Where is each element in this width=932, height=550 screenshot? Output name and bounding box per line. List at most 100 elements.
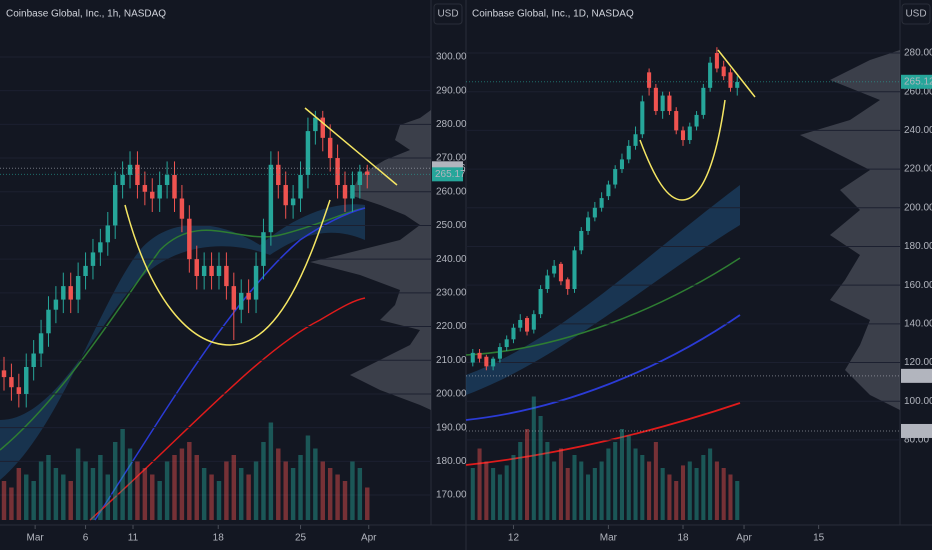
candle-body — [504, 339, 509, 348]
candle-body — [283, 185, 288, 206]
volume-bar — [75, 448, 81, 520]
candle-body — [687, 126, 692, 141]
volume-bar — [714, 461, 719, 520]
volume-profile — [310, 110, 431, 410]
candle-body — [98, 242, 103, 253]
volume-bar — [613, 442, 618, 520]
y-tick-label: 240.00 — [436, 254, 467, 265]
candle-body — [728, 72, 733, 88]
volume-bar — [150, 474, 155, 520]
volume-bar — [653, 442, 658, 520]
candle-body — [491, 358, 496, 367]
candle-body — [90, 252, 96, 266]
volume-bar — [687, 461, 692, 520]
trend-line — [304, 107, 398, 186]
y-tick-label: 180.00 — [904, 241, 932, 252]
candle-body — [112, 185, 118, 226]
y-tick-label: 200.00 — [904, 202, 932, 213]
y-tick-label: 260.00 — [904, 86, 932, 97]
y-tick-label: 190.00 — [436, 422, 467, 433]
volume-bar — [552, 461, 557, 520]
volume-bar — [640, 455, 645, 520]
volume-bar — [90, 468, 96, 520]
volume-bar — [728, 474, 733, 520]
candle-body — [484, 356, 489, 367]
cup-drawing — [124, 199, 331, 346]
marks — [0, 47, 900, 520]
candle-body — [586, 217, 591, 231]
x-tick-label: Apr — [736, 533, 752, 544]
volume-bar — [209, 474, 214, 520]
volume-bar — [231, 455, 237, 520]
candle-body — [714, 53, 719, 69]
currency-label[interactable]: USD — [437, 9, 458, 20]
candle-body — [142, 185, 148, 192]
x-tick-label: 12 — [508, 533, 520, 544]
volume-bar — [179, 448, 185, 520]
currency-button[interactable] — [901, 3, 931, 25]
volume-bar — [283, 461, 288, 520]
candle-body — [552, 265, 557, 274]
candle-body — [579, 230, 584, 251]
x-tick-label: 15 — [813, 533, 825, 544]
candle-body — [647, 72, 652, 88]
volume-bar — [626, 435, 631, 520]
volume-bar — [504, 465, 509, 520]
volume-bar — [24, 474, 29, 520]
candle-body — [477, 352, 482, 359]
volume-bar — [135, 461, 140, 520]
candle-body — [470, 352, 475, 363]
candle-body — [320, 117, 325, 138]
x-tick-label: Apr — [361, 533, 377, 544]
candle-body — [518, 319, 523, 328]
volume-bar — [187, 442, 192, 520]
candle-body — [209, 265, 214, 277]
candle-body — [216, 265, 222, 277]
volume-bar — [201, 468, 207, 520]
volume-bar — [365, 487, 370, 520]
candle-body — [342, 185, 348, 199]
candle-body — [31, 353, 36, 367]
volume-bar — [701, 455, 706, 520]
candle-body — [327, 137, 333, 159]
volume-bar — [61, 474, 66, 520]
candle-body — [127, 164, 133, 175]
candle-body — [246, 292, 251, 300]
volume-bar — [31, 481, 36, 520]
y-tick-label: 260.00 — [436, 186, 467, 197]
candle-body — [187, 218, 192, 260]
candle-body — [599, 198, 604, 208]
candle-body — [224, 265, 229, 287]
volume-bar — [565, 468, 570, 520]
volume-bar — [253, 461, 259, 520]
chart-title: Coinbase Global, Inc., 1h, NASDAQ — [6, 9, 166, 20]
candle-body — [231, 286, 237, 310]
volume-bar — [335, 474, 340, 520]
volume-bar — [216, 481, 222, 520]
currency-button[interactable] — [433, 3, 463, 25]
volume-bar — [172, 455, 177, 520]
currency-label[interactable]: USD — [905, 9, 926, 20]
y-tick-label: 280.00 — [904, 48, 932, 59]
y-tick-label: 100.00 — [904, 396, 932, 407]
y-tick-label: 200.00 — [436, 389, 467, 400]
volume-bar — [606, 448, 611, 520]
candle-body — [531, 314, 536, 330]
y-tick-label: 300.00 — [436, 52, 467, 63]
volume-bar — [491, 468, 496, 520]
candle-body — [150, 191, 155, 199]
candle-body — [157, 185, 162, 199]
volume-bar — [524, 429, 530, 520]
candle-body — [640, 101, 645, 135]
y-tick-label: 210.00 — [436, 355, 467, 366]
ma-band — [466, 185, 740, 395]
candle-body — [164, 174, 170, 186]
candle-body — [694, 114, 699, 127]
candle-body — [565, 279, 570, 290]
volume-bar — [112, 442, 118, 520]
x-tick-label: 6 — [83, 533, 89, 544]
volume-bar — [660, 468, 665, 520]
candle-body — [313, 117, 318, 132]
candle-body — [290, 198, 296, 206]
